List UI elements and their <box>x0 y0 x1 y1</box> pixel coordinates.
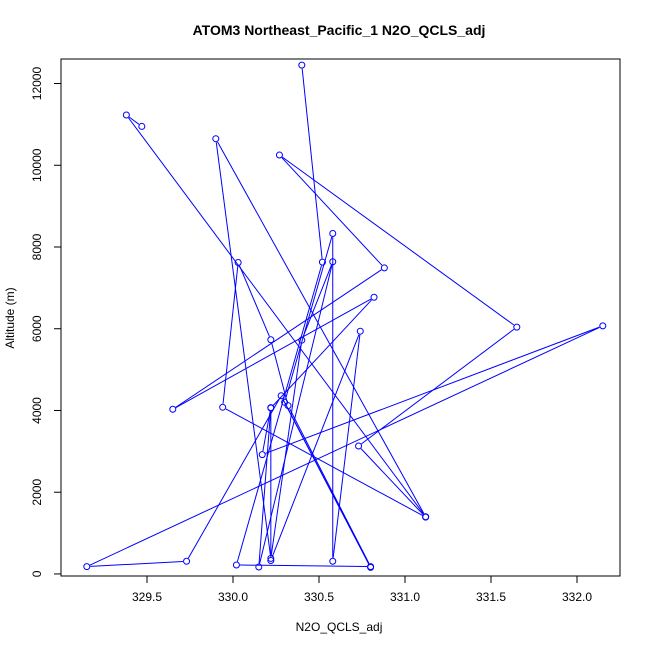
data-point <box>329 557 337 565</box>
data-point <box>255 563 263 571</box>
data-point <box>267 556 275 564</box>
series-segment <box>302 264 332 338</box>
data-point <box>599 322 607 330</box>
data-point <box>212 135 220 143</box>
data-point <box>83 563 91 571</box>
data-point <box>281 398 289 406</box>
y-axis-label: Altitude (m) <box>3 287 17 348</box>
series-segment <box>240 564 368 568</box>
data-point <box>422 513 430 521</box>
data-series <box>83 61 607 571</box>
series-segment <box>262 411 271 452</box>
x-axis-label: N2O_QCLS_adj <box>296 620 383 634</box>
series-segment <box>175 269 382 408</box>
x-tick-label: 330.5 <box>304 590 334 604</box>
series-segment <box>128 116 140 125</box>
y-tick-label: 8000 <box>30 233 44 260</box>
series-segment <box>361 328 515 445</box>
series-segment <box>281 157 383 266</box>
series-segment <box>187 398 280 559</box>
series-segment <box>225 408 423 516</box>
series-segment <box>270 343 302 555</box>
series-segment <box>272 299 372 406</box>
data-point <box>277 392 285 400</box>
y-tick-label: 2000 <box>30 479 44 506</box>
data-point <box>267 404 275 412</box>
data-point <box>267 336 275 344</box>
series-segment <box>289 408 370 564</box>
data-point <box>329 258 337 266</box>
y-tick-label: 12000 <box>30 67 44 101</box>
series-segment <box>175 298 372 408</box>
data-point <box>370 293 378 301</box>
data-point <box>234 259 242 267</box>
x-axis: 329.5 330.0 330.5 331.0 331.5 332.0 <box>132 575 592 604</box>
data-point <box>380 264 388 272</box>
data-point <box>355 442 363 450</box>
series-segment <box>332 334 361 558</box>
series-segment <box>236 265 322 562</box>
series-segment <box>301 68 323 259</box>
chart-title: ATOM3 Northeast_Pacific_1 N2O_QCLS_adj <box>193 22 486 38</box>
series-segment <box>239 265 270 337</box>
data-point <box>356 327 364 335</box>
data-point <box>298 336 306 344</box>
series-segment <box>90 560 183 567</box>
data-point <box>169 405 177 413</box>
data-point <box>232 561 240 569</box>
series-segment <box>360 448 424 515</box>
x-tick-label: 331.5 <box>476 590 506 604</box>
data-point <box>122 111 130 119</box>
series-segment <box>89 326 600 566</box>
data-point <box>298 61 306 69</box>
series-segment <box>271 334 360 558</box>
series-segment <box>128 117 424 515</box>
y-tick-label: 0 <box>30 570 44 577</box>
series-segment <box>217 141 425 514</box>
data-point <box>275 151 283 159</box>
data-point <box>267 554 275 562</box>
x-tick-label: 332.0 <box>562 590 592 604</box>
data-point <box>318 258 326 266</box>
x-tick-label: 330.0 <box>218 590 248 604</box>
y-tick-label: 4000 <box>30 397 44 424</box>
series-segment <box>258 411 272 564</box>
series-segment <box>282 156 515 326</box>
series-segment <box>265 326 600 454</box>
data-point <box>219 403 227 411</box>
data-point <box>183 557 191 565</box>
y-tick-label: 6000 <box>30 315 44 342</box>
data-point <box>329 230 337 238</box>
series-segment <box>259 265 333 564</box>
y-tick-label: 10000 <box>30 148 44 182</box>
y-axis: 0 2000 4000 6000 8000 10000 12000 <box>30 67 62 577</box>
x-tick-label: 329.5 <box>132 590 162 604</box>
series-segment <box>215 142 271 555</box>
data-point <box>258 451 266 459</box>
data-point <box>367 563 375 571</box>
x-tick-label: 331.0 <box>390 590 420 604</box>
data-point <box>138 122 146 130</box>
series-segment <box>282 398 370 565</box>
series-segment <box>285 236 333 399</box>
data-point <box>513 323 521 331</box>
